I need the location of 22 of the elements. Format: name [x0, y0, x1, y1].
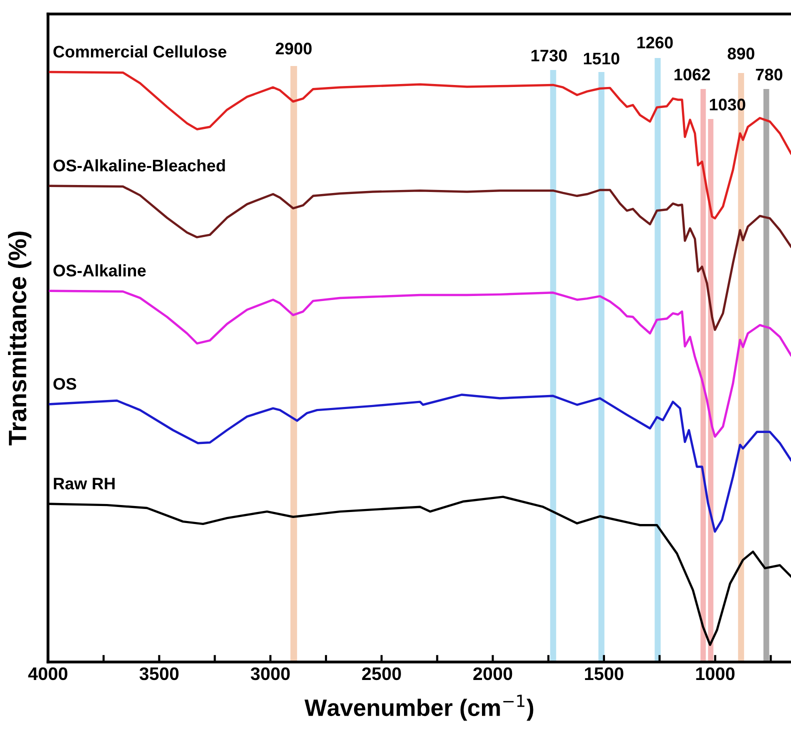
band-label: 1062 [674, 68, 710, 80]
band-label: 1260 [637, 36, 673, 48]
x-axis-title: Wavenumber (cm$^{−1}$) [304, 694, 534, 721]
band-label: 1730 [532, 50, 567, 62]
x-tick-label: 1000 [696, 667, 735, 680]
band-label: 1510 [584, 52, 620, 64]
series-label: Commercial Cellulose [53, 45, 226, 58]
series-label: OS-Alkaline [53, 264, 146, 276]
band-label: 780 [756, 68, 782, 80]
band-label: 890 [728, 48, 754, 60]
band-label: 2900 [276, 42, 312, 54]
x-tick-label: 4000 [28, 667, 68, 680]
x-tick-label: 2000 [473, 667, 512, 680]
x-tick-label: 2500 [362, 667, 401, 680]
series-label: Raw RH [54, 478, 115, 490]
series-label: OS [53, 378, 76, 390]
x-tick-label: 1500 [585, 667, 624, 680]
y-axis-title: Transmittance (%) [8, 232, 32, 446]
series-label: OS-Alkaline-Bleached [53, 159, 225, 172]
x-tick-label: 3000 [250, 667, 290, 680]
x-tick-label: 3500 [140, 667, 179, 680]
band-label: 1030 [710, 98, 746, 110]
